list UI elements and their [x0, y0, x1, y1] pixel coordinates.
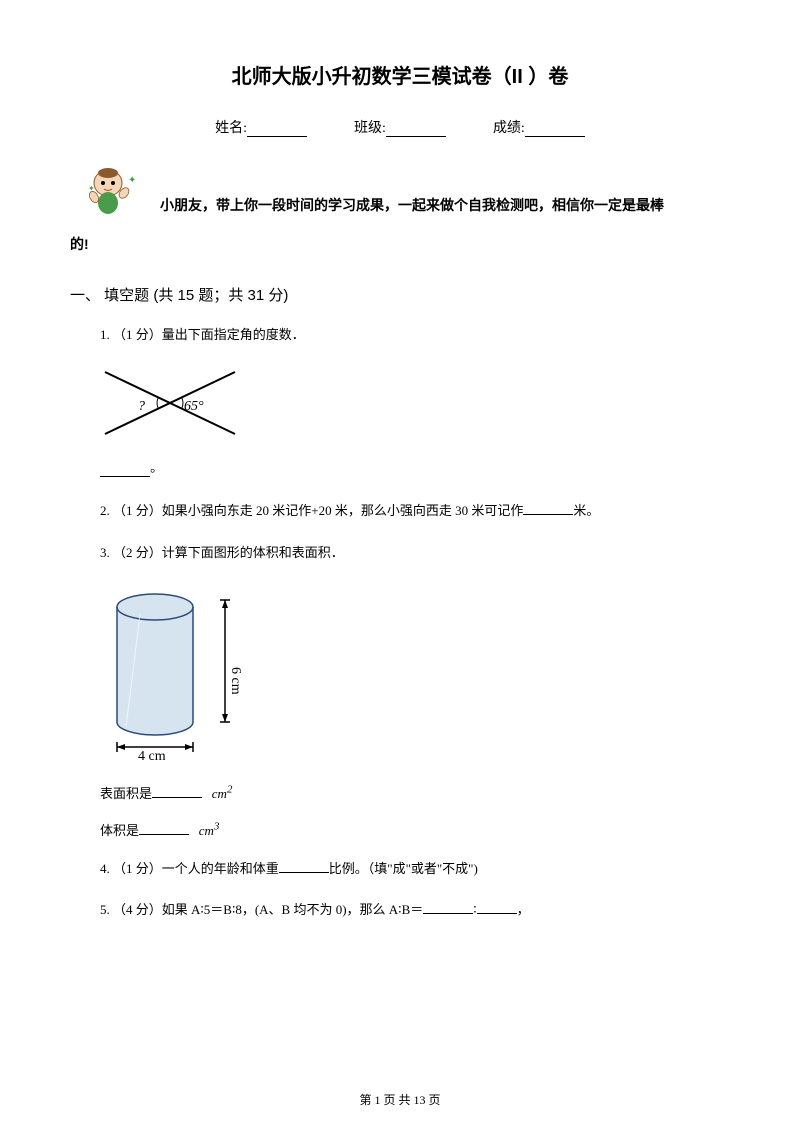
- question-3: 3. （2 分）计算下面图形的体积和表面积．: [100, 541, 730, 564]
- q4-blank[interactable]: [279, 861, 329, 873]
- class-blank[interactable]: [386, 123, 446, 137]
- page-footer: 第 1 页 共 13 页: [0, 1091, 800, 1108]
- q3-height-label: 6 cm: [228, 667, 243, 695]
- svg-text:✦: ✦: [88, 184, 95, 193]
- q3-cylinder-figure: 6 cm 4 cm: [100, 582, 730, 767]
- student-info-row: 姓名: 班级: 成绩:: [70, 117, 730, 137]
- question-1: 1. （1 分）量出下面指定角的度数．: [100, 323, 730, 346]
- q1-angle-value: 65°: [184, 399, 204, 414]
- encouragement-text-2: 的!: [70, 229, 730, 260]
- q3-surface-unit: cm2: [212, 786, 233, 801]
- question-2: 2. （1 分）如果小强向东走 20 米记作+20 米，那么小强向西走 30 米…: [100, 499, 730, 522]
- svg-text:✦: ✦: [128, 175, 136, 186]
- q1-answer-line: °: [100, 465, 730, 481]
- score-blank[interactable]: [525, 123, 585, 137]
- exam-title: 北师大版小升初数学三模试卷（II ）卷: [70, 60, 730, 89]
- q3-surface-label: 表面积是: [100, 786, 152, 801]
- name-blank[interactable]: [247, 123, 307, 137]
- q2-blank[interactable]: [523, 503, 573, 515]
- q3-volume-unit: cm3: [199, 823, 220, 838]
- section-1-header: 一、 填空题 (共 15 题；共 31 分): [70, 284, 730, 305]
- q1-degree-suffix: °: [150, 465, 155, 480]
- q3-volume-blank[interactable]: [139, 823, 189, 835]
- q5-text-c: ，: [517, 902, 530, 917]
- q5-blank-1[interactable]: [423, 902, 473, 914]
- q4-text-a: 4. （1 分）一个人的年龄和体重: [100, 861, 279, 876]
- mascot-icon: ✦ ✦: [80, 161, 140, 221]
- q3-volume-line: 体积是 cm3: [100, 820, 730, 839]
- class-label: 班级:: [354, 121, 386, 136]
- q5-blank-2[interactable]: [477, 902, 517, 914]
- q1-unknown-label: ?: [138, 399, 145, 414]
- question-5: 5. （4 分）如果 A∶5＝B∶8，(A、B 均不为 0)，那么 A∶B＝∶，: [100, 898, 730, 921]
- q1-angle-figure: ? 65°: [100, 364, 730, 449]
- q3-volume-label: 体积是: [100, 823, 139, 838]
- name-label: 姓名:: [215, 121, 247, 136]
- q3-surface-blank[interactable]: [152, 786, 202, 798]
- q2-text-a: 2. （1 分）如果小强向东走 20 米记作+20 米，那么小强向西走 30 米…: [100, 503, 523, 518]
- q5-text-a: 5. （4 分）如果 A∶5＝B∶8，(A、B 均不为 0)，那么 A∶B＝: [100, 902, 423, 917]
- score-label: 成绩:: [493, 121, 525, 136]
- q3-surface-line: 表面积是 cm2: [100, 783, 730, 802]
- q2-text-b: 米。: [573, 503, 599, 518]
- q4-text-b: 比例。（填"成"或者"不成"): [329, 861, 478, 876]
- q1-answer-blank[interactable]: [100, 465, 150, 477]
- encouragement-text-1: 小朋友，带上你一段时间的学习成果，一起来做个自我检测吧，相信你一定是最棒: [160, 190, 664, 221]
- question-4: 4. （1 分）一个人的年龄和体重 比例。（填"成"或者"不成"): [100, 857, 730, 880]
- q3-width-label: 4 cm: [138, 749, 166, 762]
